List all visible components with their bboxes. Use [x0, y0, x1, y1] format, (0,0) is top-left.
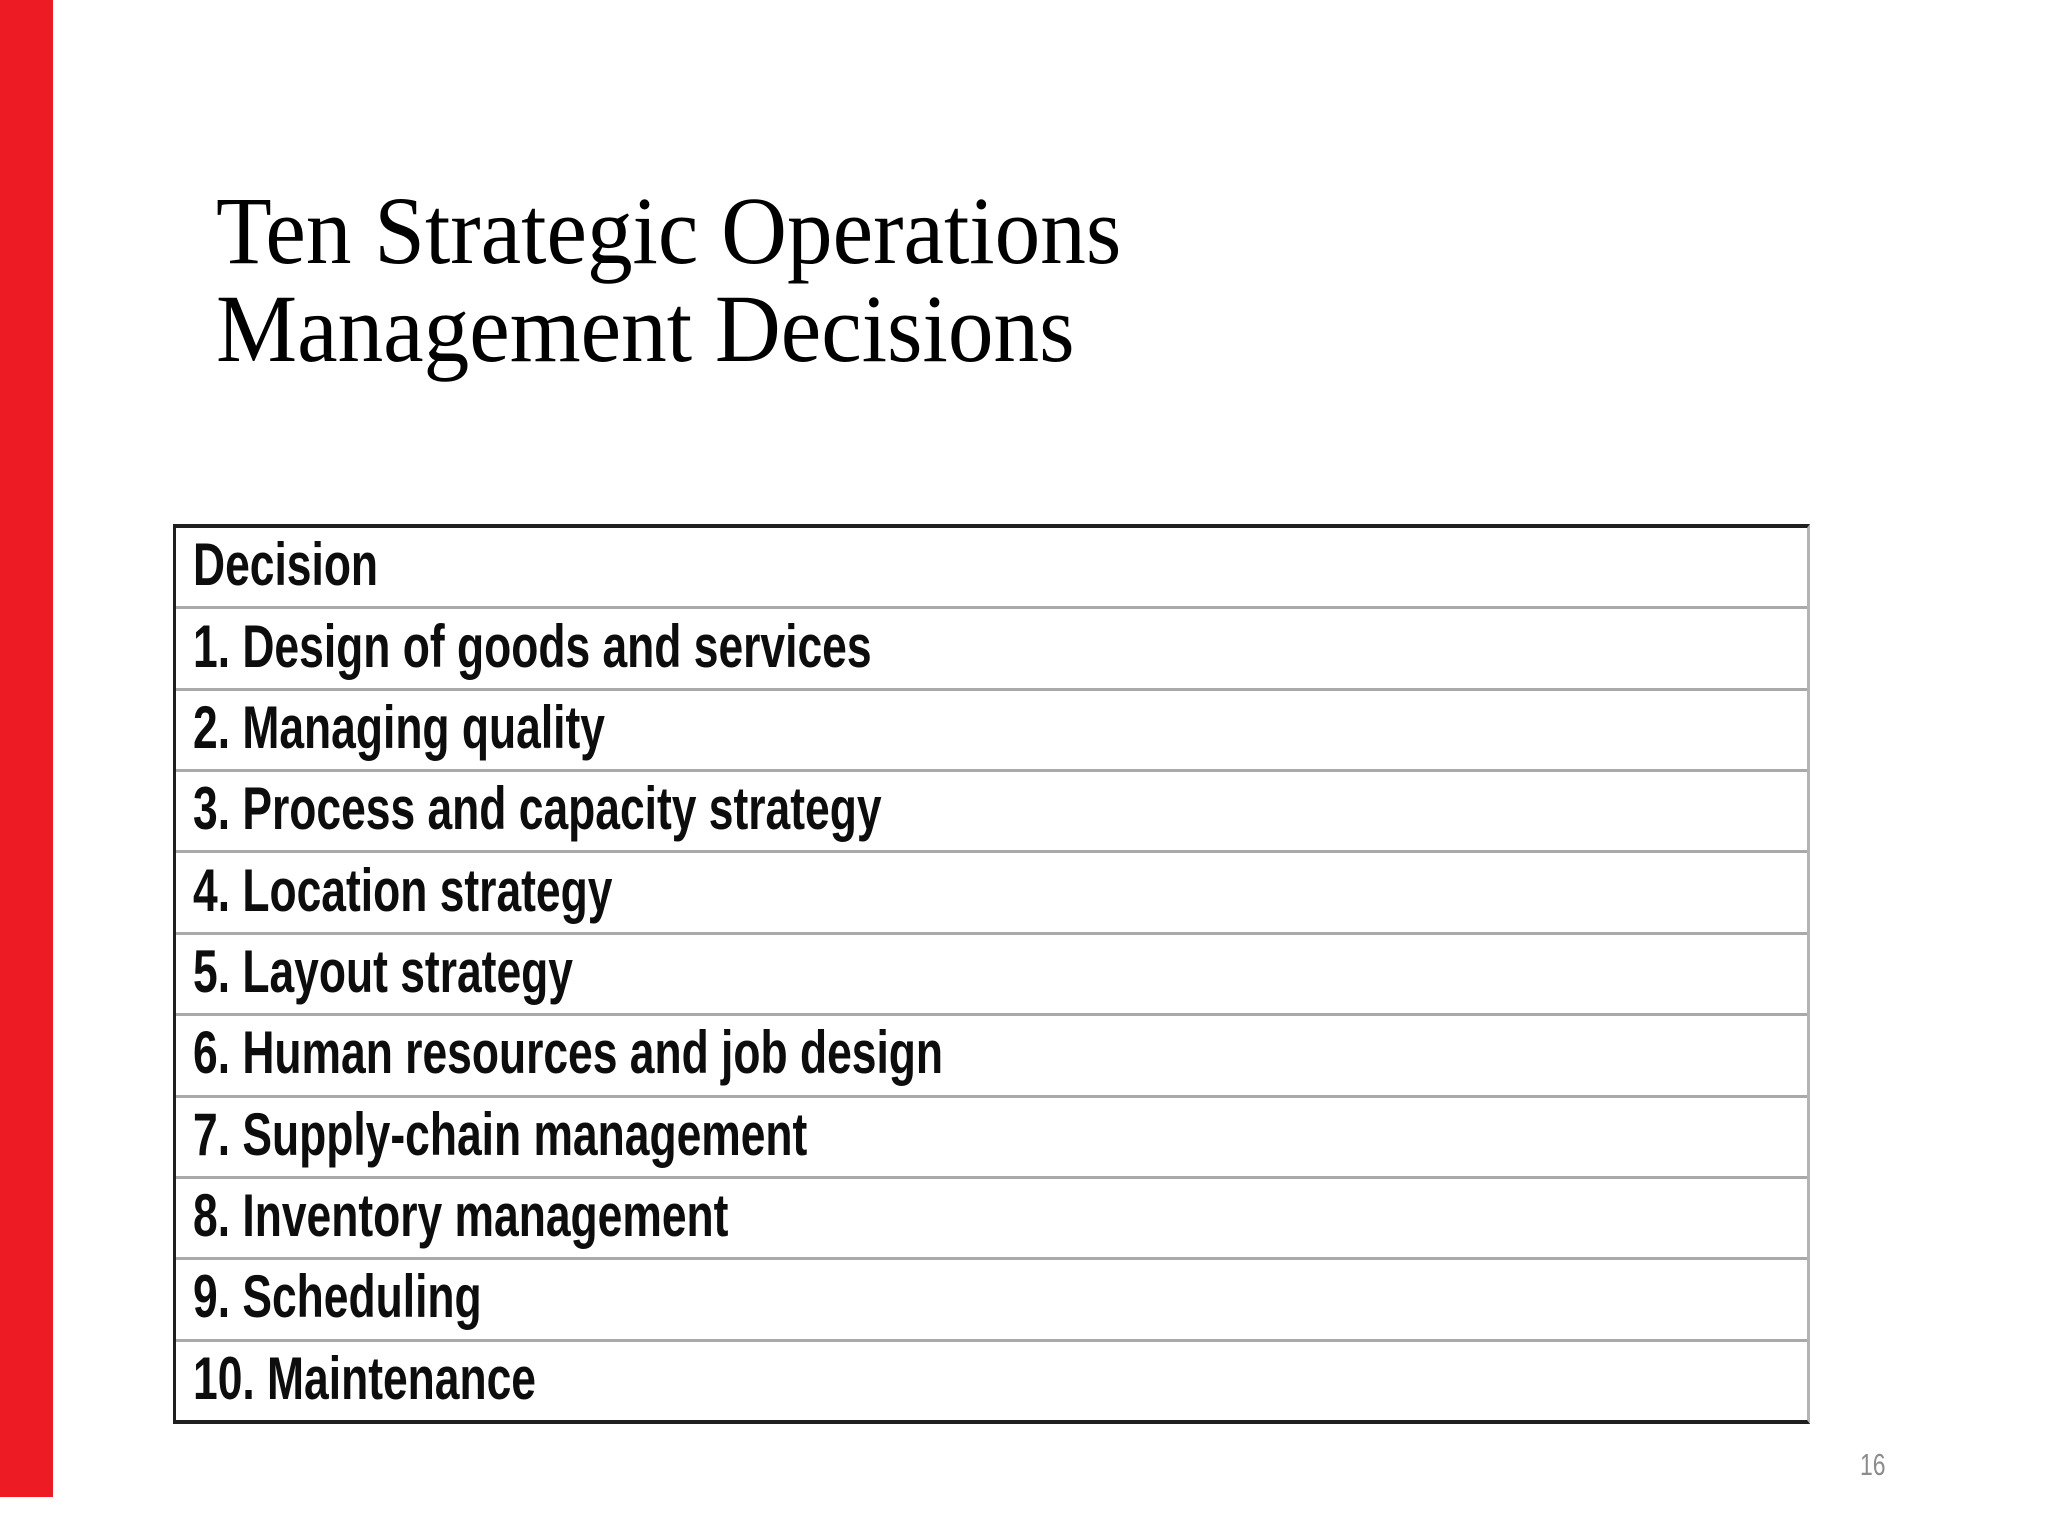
table-row-label: 5. Layout strategy	[193, 937, 573, 1005]
table-row-label: 2. Managing quality	[193, 693, 605, 761]
slide-title-line-2: Management Decisions	[216, 275, 1075, 382]
table-row: 10. Maintenance	[176, 1338, 1807, 1420]
slide-title: Ten Strategic Operations Management Deci…	[216, 182, 1121, 378]
decisions-table: Decision 1. Design of goods and services…	[173, 524, 1810, 1424]
table-row: 1. Design of goods and services	[176, 606, 1807, 687]
slide-title-line-1: Ten Strategic Operations	[216, 177, 1122, 284]
table-row-label: 4. Location strategy	[193, 856, 613, 924]
left-accent-bar	[0, 0, 53, 1497]
table-row: 7. Supply-chain management	[176, 1094, 1807, 1176]
table-row: 3. Process and capacity strategy	[176, 769, 1807, 850]
table-row-label: 7. Supply-chain management	[193, 1100, 808, 1168]
table-row-label: 9. Scheduling	[193, 1263, 482, 1331]
page-number-value: 16	[1860, 1447, 1886, 1482]
table-row: 5. Layout strategy	[176, 931, 1807, 1013]
page-number: 16	[1860, 1447, 1886, 1483]
table-row-label: 10. Maintenance	[193, 1344, 537, 1412]
table-row: 4. Location strategy	[176, 850, 1807, 931]
table-row: 6. Human resources and job design	[176, 1013, 1807, 1094]
table-row-label: 8. Inventory management	[193, 1182, 729, 1250]
table-row-label: 3. Process and capacity strategy	[193, 775, 882, 843]
table-row-label: 1. Design of goods and services	[193, 612, 872, 680]
table-row: 9. Scheduling	[176, 1257, 1807, 1338]
table-row: 2. Managing quality	[176, 687, 1807, 769]
table-header-row: Decision	[176, 528, 1807, 606]
table-row: 8. Inventory management	[176, 1175, 1807, 1257]
table-header-label: Decision	[193, 531, 379, 599]
table-row-label: 6. Human resources and job design	[193, 1019, 944, 1087]
